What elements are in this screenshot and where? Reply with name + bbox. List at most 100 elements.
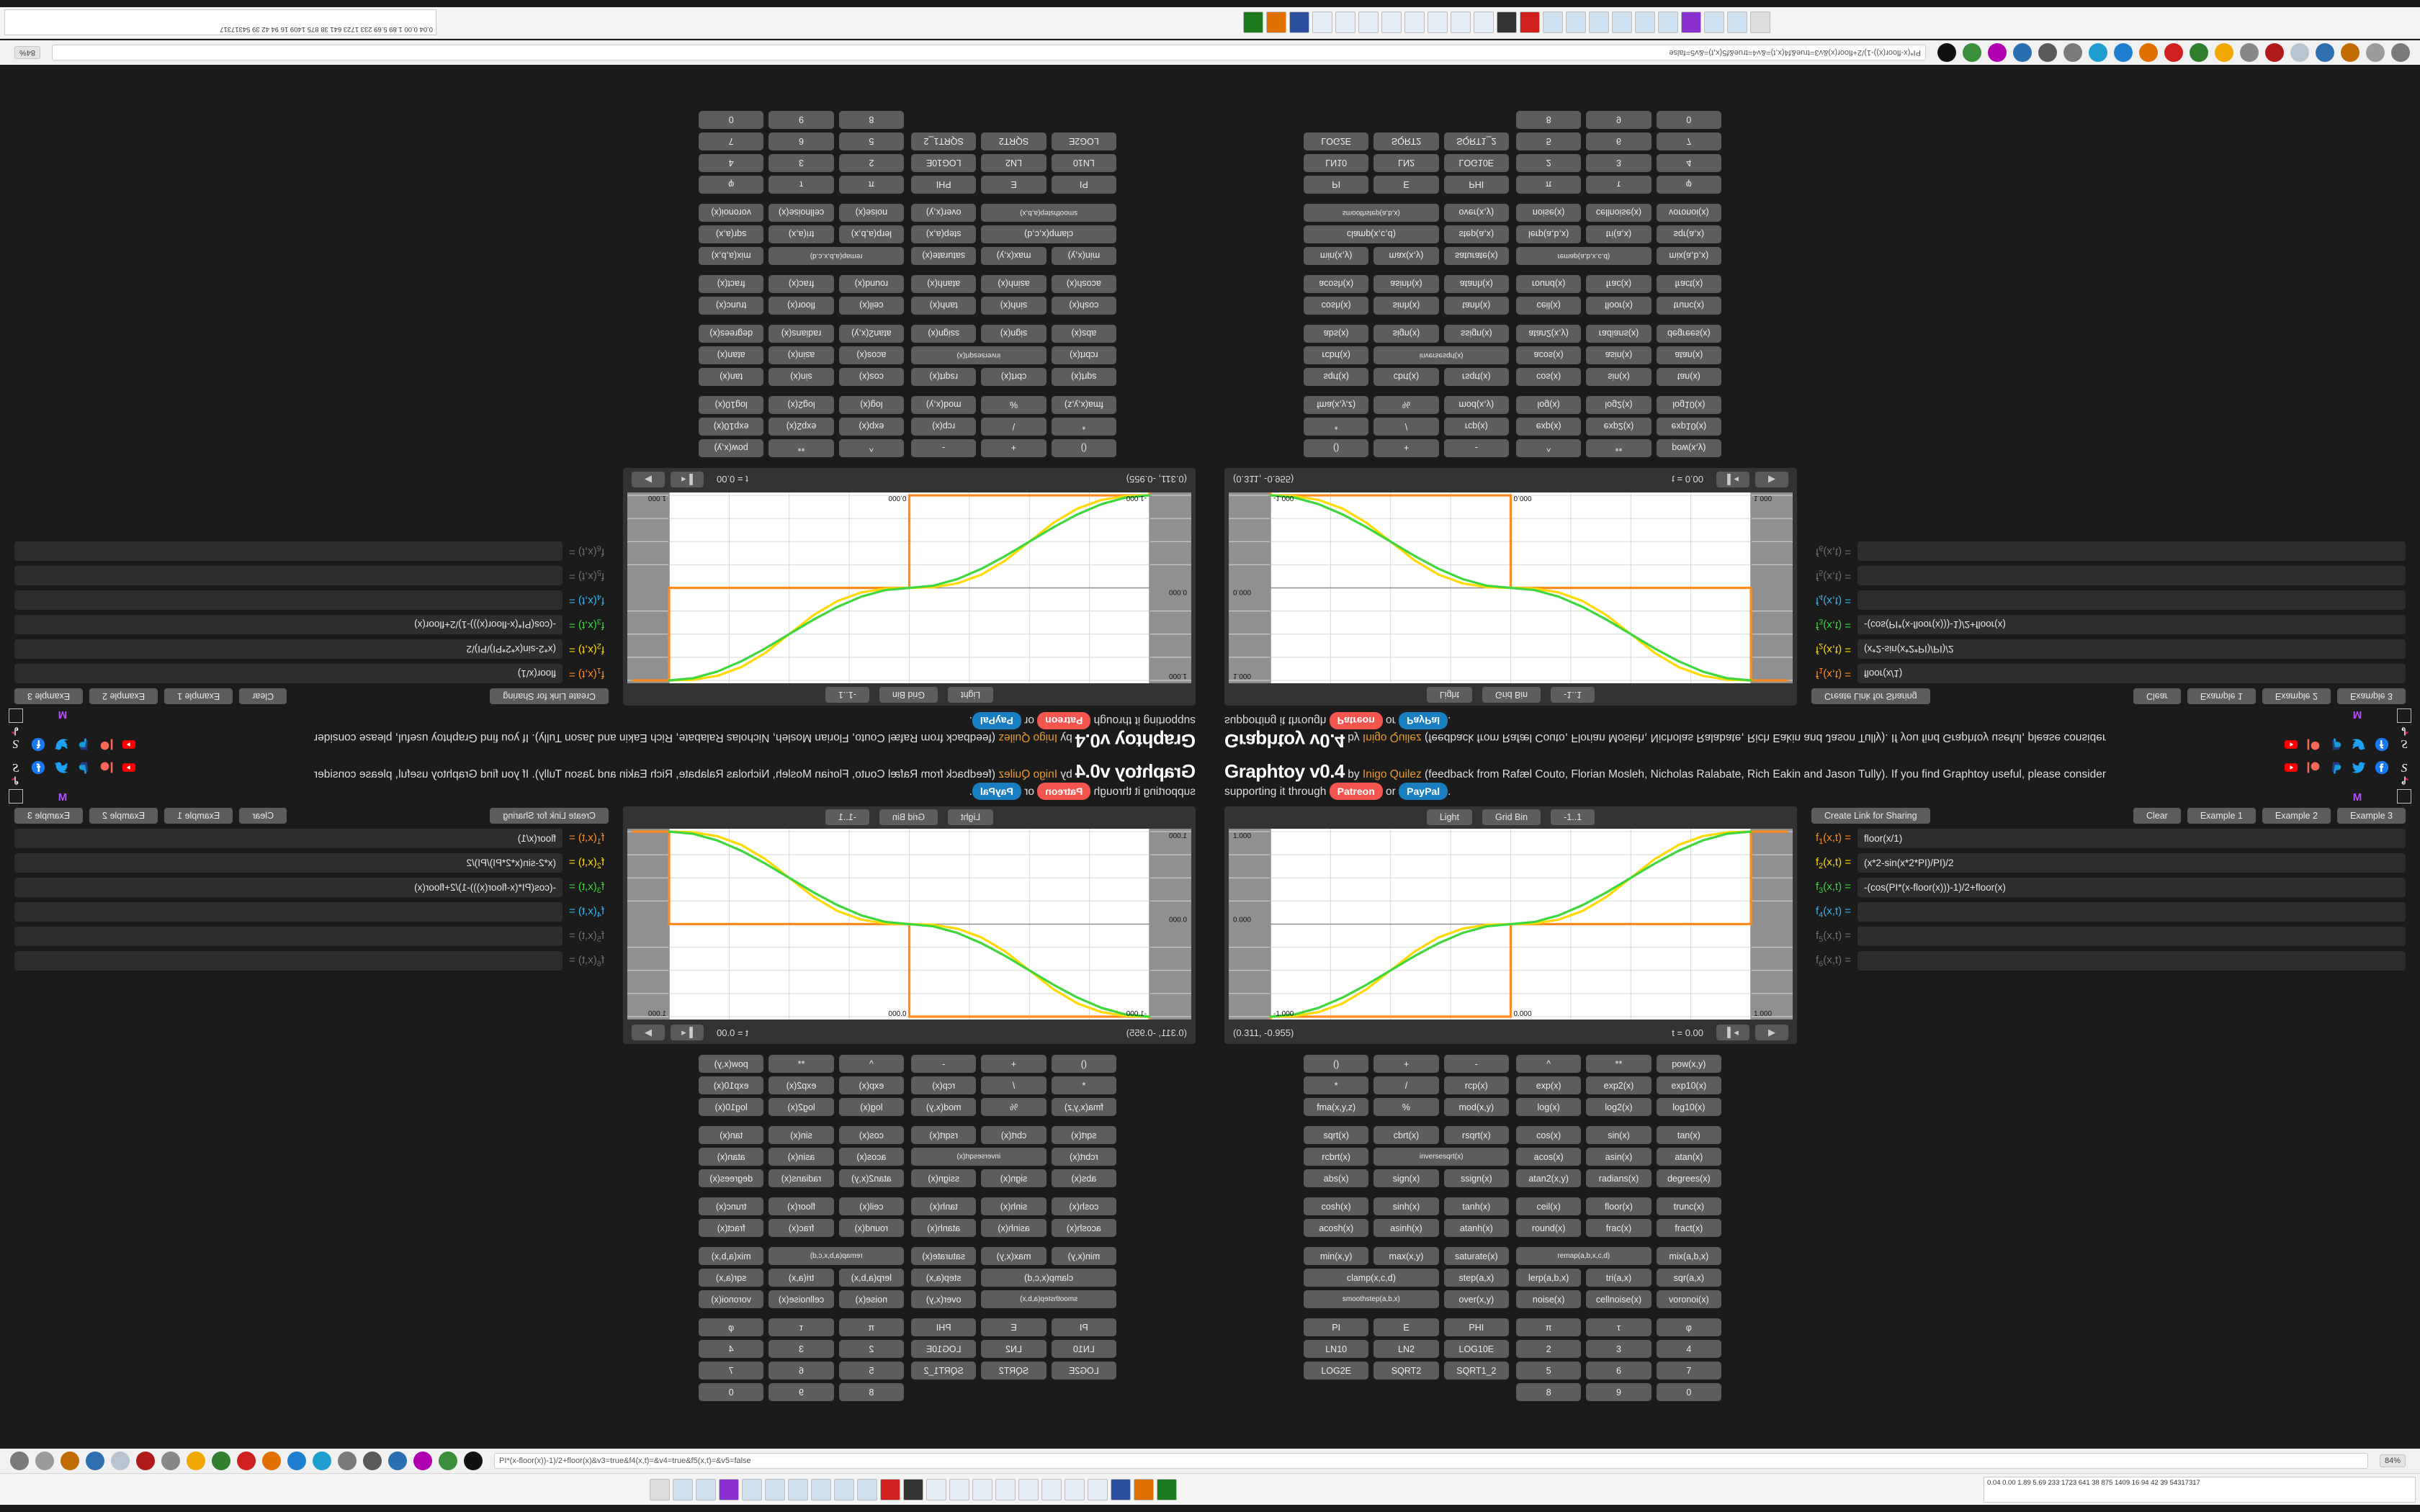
example3-button[interactable]: Example 3 <box>14 808 84 824</box>
keypad-button-tanx[interactable]: tan(x) <box>1656 1126 1721 1144</box>
keypad-button-truncx[interactable]: trunc(x) <box>1656 297 1721 315</box>
keypad-button-roundx[interactable]: round(x) <box>1516 1219 1582 1237</box>
keypad-button-modxy[interactable]: mod(x,y) <box>1443 396 1509 414</box>
keypad-button-E[interactable]: E <box>1373 176 1439 194</box>
keypad-button-LOG10E[interactable]: LOG10E <box>1443 154 1509 172</box>
plot-canvas[interactable]: 1.000 0.000 -1.000 0.000 1.000 <box>1229 492 1793 683</box>
keypad-button-[interactable]: % <box>981 1098 1047 1116</box>
keypad-button-[interactable]: π <box>838 176 904 194</box>
keypad-button-ssignx[interactable]: ssign(x) <box>1443 325 1509 343</box>
keypad-button-logx[interactable]: log(x) <box>838 1098 904 1116</box>
taskbar-item[interactable] <box>1157 1479 1177 1500</box>
create-link-button[interactable]: Create Link for Sharing <box>490 808 609 824</box>
keypad-button-PHI[interactable]: PHI <box>1443 1318 1509 1336</box>
keypad-button-5[interactable]: 5 <box>1516 1362 1582 1380</box>
toolbar-icon[interactable] <box>287 1452 306 1470</box>
keypad-button-triax[interactable]: tri(a,x) <box>1586 1269 1652 1287</box>
keypad-button-rcpx[interactable]: rcp(x) <box>1443 418 1509 436</box>
taskbar-item[interactable] <box>926 1479 946 1500</box>
formula-input-3[interactable] <box>1857 615 2406 634</box>
keypad-button-sinx[interactable]: sin(x) <box>768 1126 834 1144</box>
formula-label[interactable]: f6(x,t) = <box>1815 953 1851 968</box>
keypad-button-lerpabx[interactable]: lerp(a,b,x) <box>838 225 904 243</box>
twitter-icon[interactable] <box>2352 760 2366 775</box>
formula-input-6[interactable] <box>14 951 563 971</box>
keypad-button-expx[interactable]: exp(x) <box>1516 418 1582 436</box>
keypad-button-log10x[interactable]: log10(x) <box>699 1098 764 1116</box>
keypad-button-3[interactable]: 3 <box>1586 1340 1652 1358</box>
keypad-button-stepax[interactable]: step(a,x) <box>1443 1269 1509 1287</box>
toolbar-icon[interactable] <box>388 1452 407 1470</box>
keypad-button-acosx[interactable]: acos(x) <box>1516 346 1582 364</box>
keypad-button-absx[interactable]: abs(x) <box>1304 325 1369 343</box>
author-link[interactable]: Inigo Quilez <box>998 732 1058 744</box>
keypad-button-mixabx[interactable]: mix(a,b,x) <box>1656 1247 1721 1265</box>
keypad-button-[interactable]: - <box>1443 1055 1509 1073</box>
address-bar[interactable]: PI*(x-floor(x))-1)/2+floor(x)&v3=true&f4… <box>494 1453 2368 1469</box>
patreon-icon[interactable] <box>2306 737 2321 752</box>
keypad-button-signx[interactable]: sign(x) <box>981 325 1047 343</box>
toolbar-icon[interactable] <box>136 1452 155 1470</box>
formula-input-1[interactable] <box>1857 664 2406 683</box>
keypad-button-overxy[interactable]: over(x,y) <box>911 1290 977 1308</box>
taskbar-item[interactable] <box>834 1479 854 1500</box>
keypad-button-overxy[interactable]: over(x,y) <box>1443 204 1509 222</box>
formula-label[interactable]: f6(x,t) = <box>569 544 605 559</box>
patreon-button[interactable]: Patreon <box>1329 783 1383 800</box>
keypad-button-sqrax[interactable]: sqr(a,x) <box>1656 225 1721 243</box>
paypal-button[interactable]: PayPal <box>1399 783 1448 800</box>
plot-canvas[interactable]: 1.000 0.000 -1.000 0.000 1.000 <box>627 492 1191 683</box>
keypad-button-cbrtx[interactable]: cbrt(x) <box>1373 368 1439 386</box>
keypad-button-minxy[interactable]: min(x,y) <box>1304 1247 1369 1265</box>
keypad-button-cellnoisex[interactable]: cellnoise(x) <box>768 204 834 222</box>
plot-canvas[interactable]: 1.000 0.000 -1.000 0.000 1.000 <box>1229 829 1793 1020</box>
keypad-button-3[interactable]: 3 <box>1586 154 1652 172</box>
keypad-button-0[interactable]: 0 <box>699 1383 764 1401</box>
toolbar-icon[interactable] <box>2341 43 2360 62</box>
keypad-button-E[interactable]: E <box>981 1318 1047 1336</box>
keypad-button-saturatex[interactable]: saturate(x) <box>911 247 977 265</box>
keypad-button-logx[interactable]: log(x) <box>1516 1098 1582 1116</box>
formula-label[interactable]: f3(x,t) = <box>569 617 605 632</box>
keypad-button-maxxy[interactable]: max(x,y) <box>1373 1247 1439 1265</box>
keypad-button-[interactable]: τ <box>1586 1318 1652 1336</box>
keypad-button-4[interactable]: 4 <box>699 1340 764 1358</box>
keypad-button-remapabxcd[interactable]: remap(a,b,x,c,d) <box>1516 1247 1652 1265</box>
tiktok-icon[interactable] <box>9 775 23 789</box>
keypad-button-cosx[interactable]: cos(x) <box>838 1126 904 1144</box>
keypad-button-minxy[interactable]: min(x,y) <box>1304 247 1369 265</box>
toolbar-icon[interactable] <box>338 1452 357 1470</box>
keypad-button-expx[interactable]: exp(x) <box>838 1076 904 1094</box>
keypad-button-LOG10E[interactable]: LOG10E <box>911 154 977 172</box>
formula-input-5[interactable] <box>14 566 563 585</box>
keypad-button-LN10[interactable]: LN10 <box>1304 154 1369 172</box>
keypad-button-powxy[interactable]: pow(x,y) <box>1656 439 1721 457</box>
keypad-button-absx[interactable]: abs(x) <box>1051 1169 1116 1187</box>
play-button[interactable]: ▶ <box>1755 1025 1788 1040</box>
clear-button[interactable]: Clear <box>239 808 287 824</box>
keypad-button-voronoix[interactable]: voronoi(x) <box>699 204 764 222</box>
keypad-button-truncx[interactable]: trunc(x) <box>699 1197 764 1215</box>
formula-input-6[interactable] <box>14 541 563 561</box>
example3-button[interactable]: Example 3 <box>2336 688 2406 704</box>
keypad-button-acosx[interactable]: acos(x) <box>1516 1148 1582 1166</box>
keypad-button-smoothstepabx[interactable]: smoothstep(a,b,x) <box>981 1290 1116 1308</box>
range-toggle-button[interactable]: -1..1 <box>1551 687 1595 703</box>
keypad-button-stepax[interactable]: step(a,x) <box>1443 225 1509 243</box>
example1-button[interactable]: Example 1 <box>164 808 233 824</box>
keypad-button-atanhx[interactable]: atanh(x) <box>1443 275 1509 293</box>
toolbar-icon[interactable] <box>363 1452 382 1470</box>
rewind-button[interactable]: ▌◂ <box>1716 1025 1749 1040</box>
formula-label[interactable]: f1(x,t) = <box>1815 666 1851 681</box>
keypad-button-cosx[interactable]: cos(x) <box>838 368 904 386</box>
keypad-button-saturatex[interactable]: saturate(x) <box>1443 1247 1509 1265</box>
taskbar-item[interactable] <box>1497 12 1517 33</box>
formula-input-4[interactable] <box>14 590 563 610</box>
formula-input-2[interactable] <box>14 639 563 659</box>
toolbar-icon[interactable] <box>161 1452 180 1470</box>
keypad-button-inversesqrtx[interactable]: inversesqrt(x) <box>911 346 1047 364</box>
keypad-button-asinx[interactable]: asin(x) <box>1586 346 1652 364</box>
keypad-button-sinhx[interactable]: sinh(x) <box>981 1197 1047 1215</box>
address-bar[interactable]: PI*(x-floor(x))-1)/2+floor(x)&v3=true&f4… <box>52 45 1926 60</box>
keypad-button-9[interactable]: 9 <box>1586 1383 1652 1401</box>
